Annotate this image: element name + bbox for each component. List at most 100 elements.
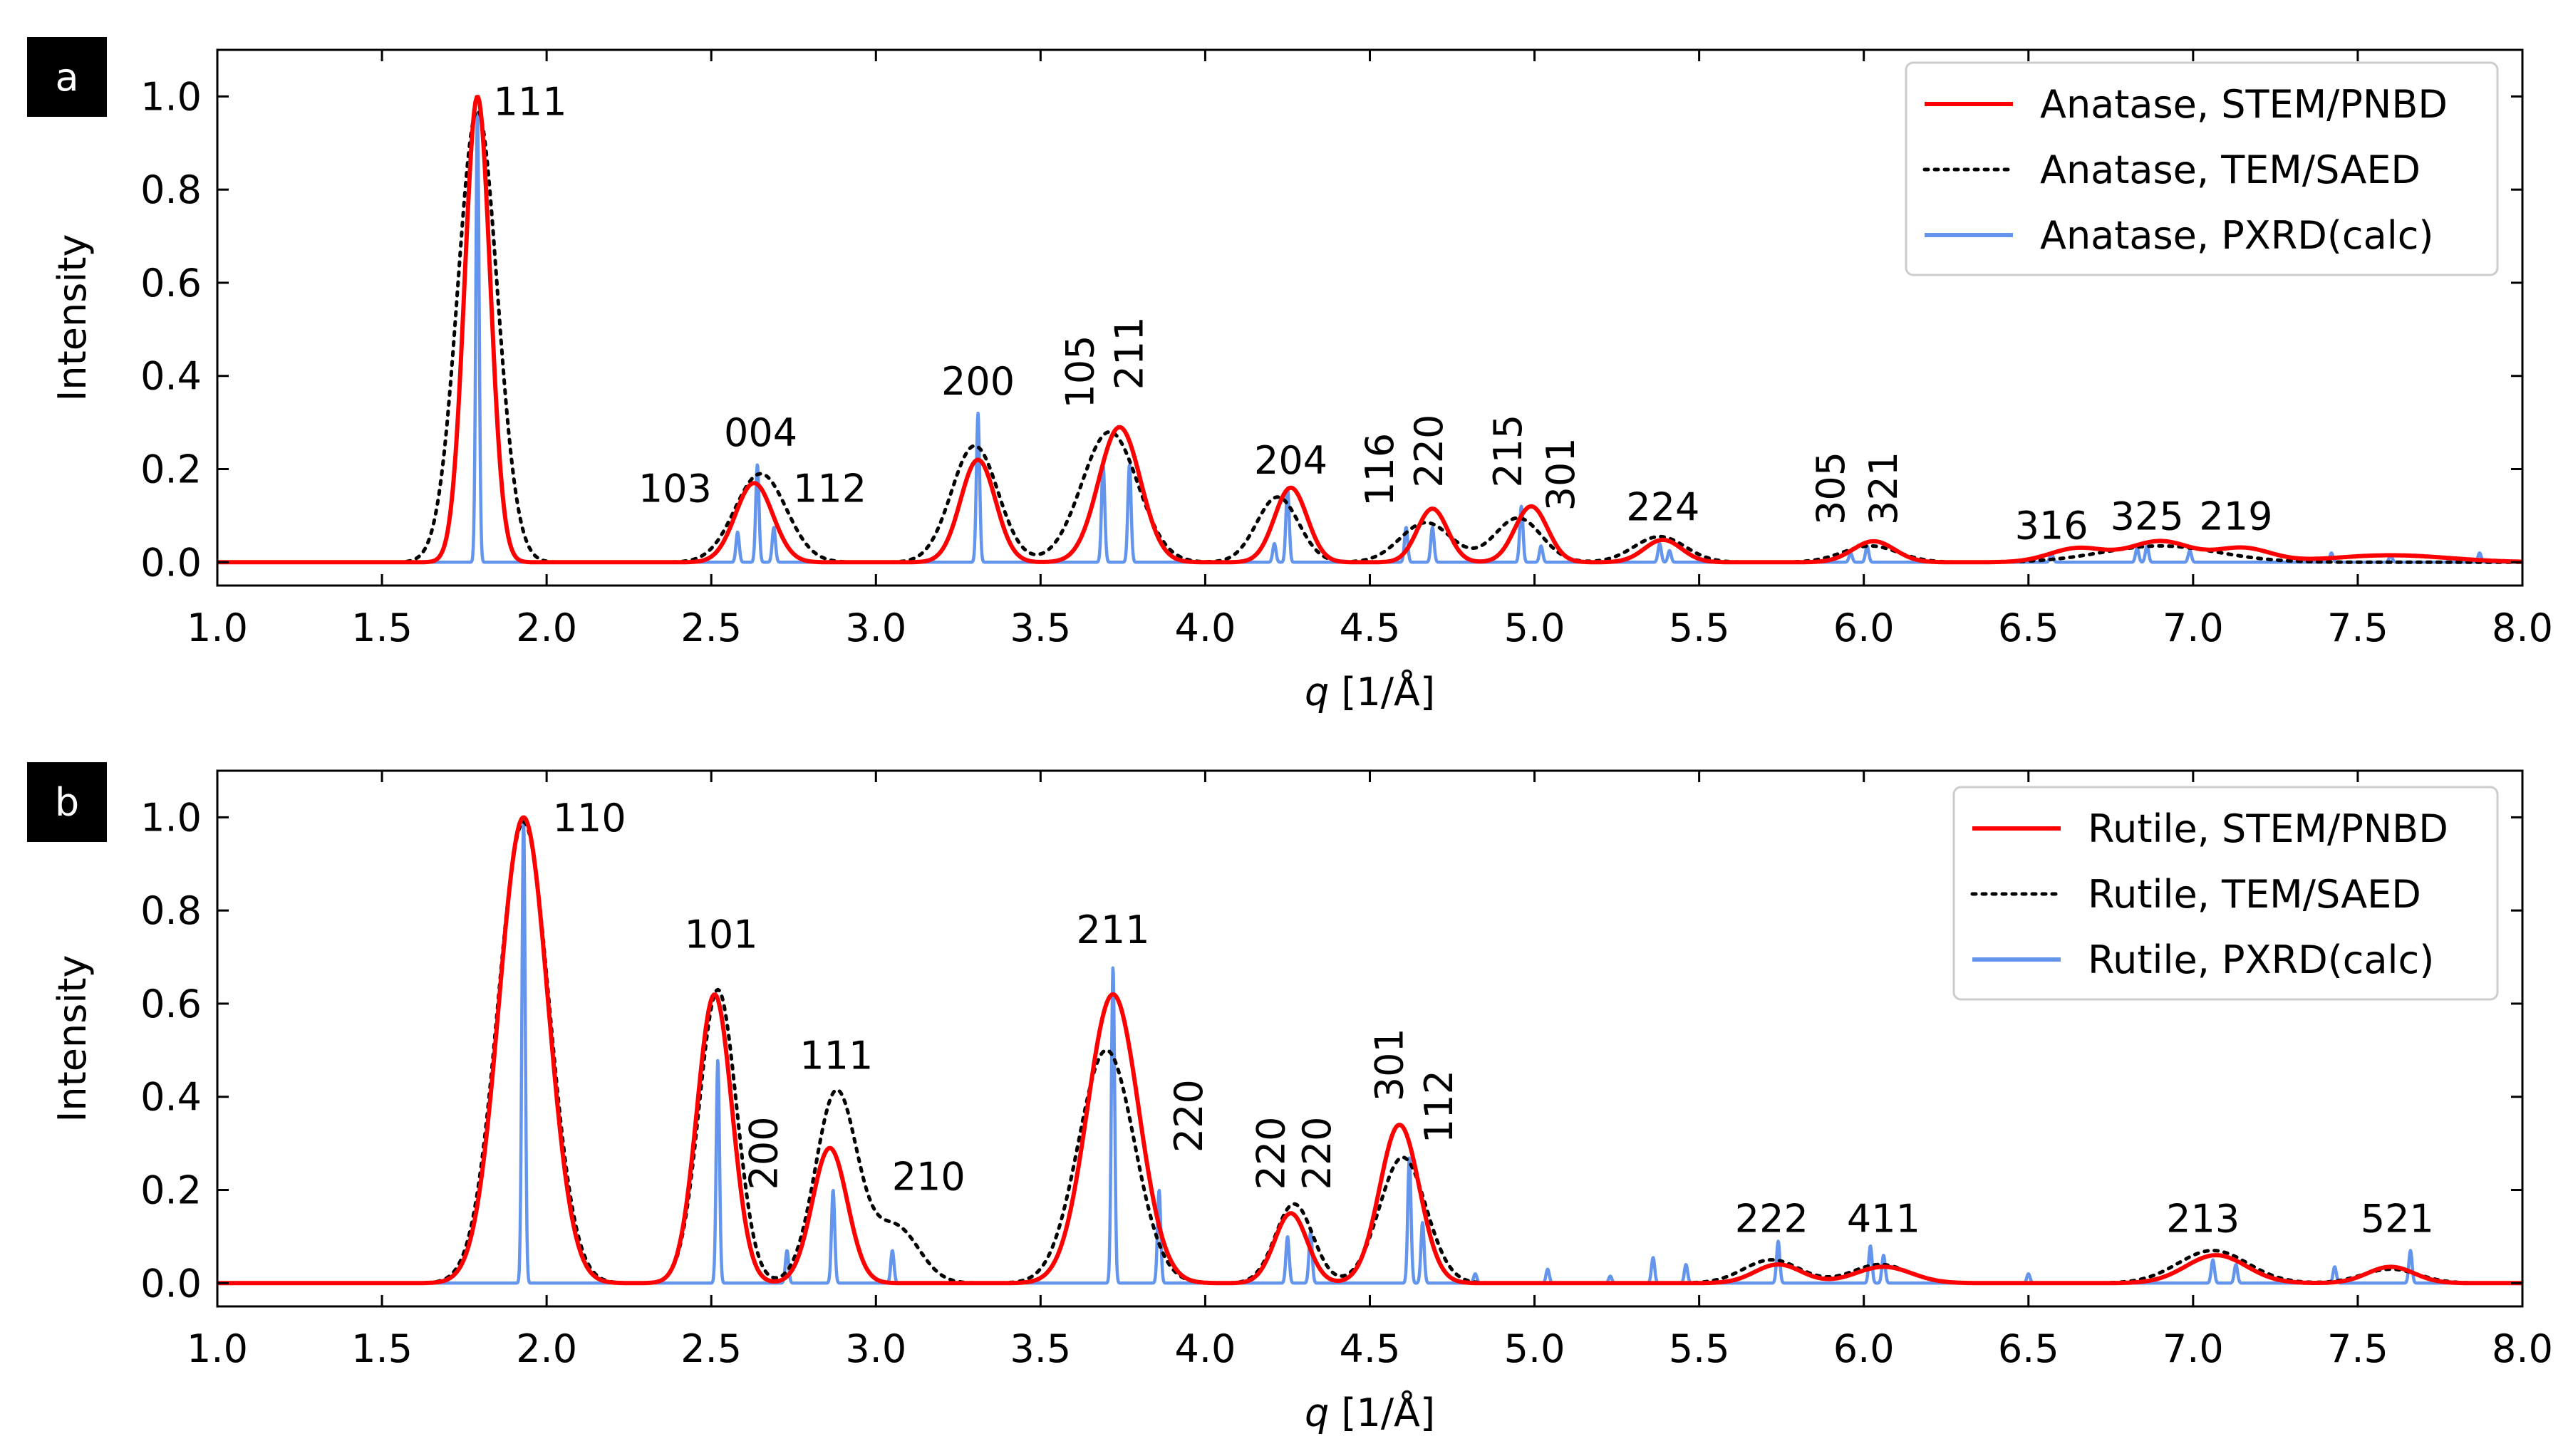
- peak-label: 321: [1861, 452, 1906, 525]
- peak-label: 110: [553, 796, 626, 841]
- x-tick-label: 4.5: [1340, 605, 1401, 650]
- x-tick-label: 6.0: [1833, 1326, 1895, 1371]
- peak-label: 111: [799, 1034, 873, 1078]
- x-axis-label-symbol: q: [1305, 670, 1329, 714]
- y-tick-label: 1.0: [140, 74, 202, 119]
- peak-label: 200: [941, 359, 1015, 404]
- peak-label: 220: [1407, 415, 1451, 488]
- peak-label: 305: [1808, 452, 1853, 525]
- x-tick-label: 5.0: [1504, 605, 1565, 650]
- x-tick-label: 1.5: [351, 605, 413, 650]
- legend-label: Rutile, STEM/PNBD: [2088, 806, 2448, 851]
- legend-label: Anatase, PXRD(calc): [2040, 213, 2433, 258]
- y-tick-label: 0.4: [140, 354, 202, 399]
- peak-label: 301: [1538, 437, 1583, 511]
- x-tick-label: 8.0: [2492, 605, 2553, 650]
- panel-a-badge: a: [27, 37, 107, 117]
- peak-label: 112: [1417, 1070, 1461, 1143]
- y-axis-label: Intensity: [50, 234, 95, 401]
- x-axis-label: q [1/Å]: [1305, 1390, 1435, 1435]
- series-line-0: [217, 95, 2522, 565]
- x-tick-label: 6.0: [1833, 605, 1895, 650]
- peak-label: 411: [1847, 1196, 1920, 1241]
- x-axis-label-unit: [1/Å]: [1329, 1390, 1435, 1435]
- peak-label: 210: [892, 1155, 965, 1200]
- x-tick-label: 6.5: [1998, 605, 2059, 650]
- peak-label: 213: [2166, 1196, 2240, 1241]
- x-tick-label: 2.5: [680, 1326, 742, 1371]
- y-tick-label: 0.6: [140, 261, 202, 306]
- peak-label: 204: [1254, 438, 1327, 483]
- peak-label: 325: [2111, 494, 2184, 539]
- peak-label: 103: [638, 466, 712, 511]
- x-tick-label: 6.5: [1998, 1326, 2059, 1371]
- peak-label: 116: [1357, 433, 1402, 506]
- y-tick-label: 0.2: [140, 1168, 202, 1213]
- peak-label: 200: [742, 1116, 787, 1190]
- x-tick-label: 7.0: [2163, 605, 2224, 650]
- legend-label: Anatase, TEM/SAED: [2040, 147, 2421, 192]
- panel-a: 1.0 1.5 2.0 2.5 3.0 3.5 4.0 4.5 5.0 5.5 6.0 6.5 7.0 7…: [50, 48, 2553, 714]
- legend-label: Rutile, PXRD(calc): [2088, 937, 2434, 982]
- panel-a-label: a: [55, 54, 79, 100]
- y-tick-label: 0.4: [140, 1075, 202, 1120]
- series-group: [217, 95, 2522, 565]
- legend-label: Rutile, TEM/SAED: [2088, 872, 2421, 917]
- panel-b: 1.0 1.5 2.0 2.5 3.0 3.5 4.0 4.5 5.0 5.5 6.0 6.5 7.0 7…: [50, 769, 2553, 1435]
- y-tick-label: 0.8: [140, 888, 202, 933]
- x-tick-label: 1.0: [187, 1326, 248, 1371]
- x-tick-label: 3.5: [1010, 605, 1071, 650]
- series-line-0: [217, 815, 2522, 1286]
- x-tick-label: 7.5: [2327, 605, 2388, 650]
- x-tick-label: 3.0: [845, 1326, 906, 1371]
- peak-label: 521: [2361, 1196, 2434, 1241]
- x-tick-label: 1.5: [351, 1326, 413, 1371]
- legend-box: [1952, 786, 2499, 1001]
- peak-label: 105: [1057, 335, 1102, 408]
- legend-label: Anatase, STEM/PNBD: [2040, 82, 2448, 127]
- x-tick-label: 7.0: [2163, 1326, 2224, 1371]
- peak-label: 301: [1367, 1028, 1412, 1101]
- peak-label: 004: [724, 410, 797, 455]
- x-axis-label-unit: [1/Å]: [1329, 669, 1435, 714]
- y-tick-label: 0.6: [140, 982, 202, 1026]
- peak-label: 220: [1295, 1116, 1340, 1190]
- peak-label: 220: [1166, 1079, 1211, 1153]
- x-tick-label: 1.0: [187, 605, 248, 650]
- x-tick-label: 4.0: [1174, 1326, 1236, 1371]
- peak-label: 101: [685, 912, 758, 957]
- x-tick-label: 8.0: [2492, 1326, 2553, 1371]
- x-tick-label: 7.5: [2327, 1326, 2388, 1371]
- peak-label: 316: [2015, 504, 2088, 548]
- y-axis-label: Intensity: [50, 955, 95, 1122]
- x-tick-label: 2.0: [516, 1326, 577, 1371]
- y-tick-label: 0.8: [140, 167, 202, 212]
- x-tick-label: 2.0: [516, 605, 577, 650]
- x-tick-label: 4.0: [1174, 605, 1236, 650]
- panel-b-label: b: [54, 779, 80, 825]
- peak-label: 111: [493, 80, 566, 125]
- y-tick-label: 0.0: [140, 540, 202, 585]
- x-tick-label: 3.0: [845, 605, 906, 650]
- series-group: [217, 815, 2522, 1286]
- x-tick-label: 3.5: [1010, 1326, 1071, 1371]
- x-tick-label: 5.0: [1504, 1326, 1565, 1371]
- peak-label: 220: [1248, 1116, 1293, 1190]
- x-axis-label: q [1/Å]: [1305, 669, 1435, 714]
- legend-box: [1905, 61, 2499, 276]
- x-axis-label-symbol: q: [1305, 1390, 1329, 1435]
- x-tick-label: 2.5: [680, 605, 742, 650]
- peak-label: 211: [1076, 908, 1149, 952]
- y-tick-label: 1.0: [140, 795, 202, 840]
- x-tick-label: 5.5: [1669, 605, 1730, 650]
- peak-label: 222: [1735, 1196, 1808, 1241]
- peak-label: 112: [793, 466, 866, 511]
- x-tick-label: 4.5: [1340, 1326, 1401, 1371]
- peak-label: 224: [1626, 484, 1699, 529]
- x-tick-label: 5.5: [1669, 1326, 1730, 1371]
- y-tick-label: 0.0: [140, 1261, 202, 1306]
- peak-label: 219: [2199, 494, 2272, 539]
- y-tick-label: 0.2: [140, 447, 202, 492]
- panel-b-badge: b: [27, 762, 107, 842]
